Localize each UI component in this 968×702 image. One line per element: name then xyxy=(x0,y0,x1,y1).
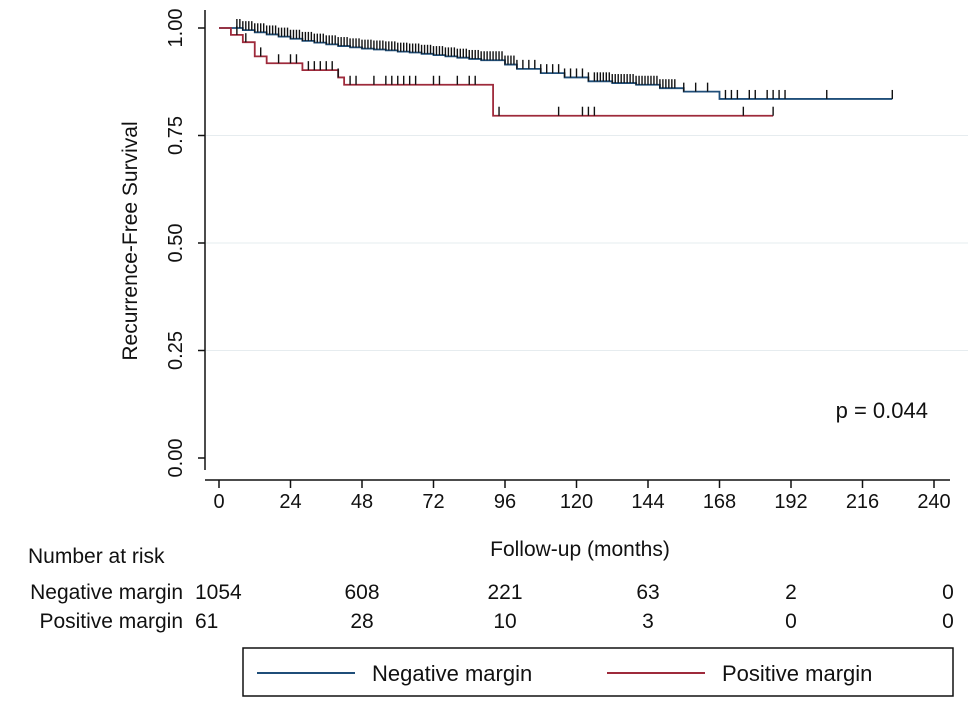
risk-value-negative: 1054 xyxy=(195,581,242,604)
risk-value-positive: 0 xyxy=(942,610,954,633)
x-tick-label: 192 xyxy=(774,491,807,513)
x-tick-label: 0 xyxy=(213,491,224,513)
risk-value-negative: 0 xyxy=(942,581,954,604)
risk-value-positive: 3 xyxy=(642,610,654,633)
y-tick-label: 1.00 xyxy=(165,9,187,48)
risk-table-title: Number at risk xyxy=(28,545,165,568)
risk-value-negative: 63 xyxy=(636,581,659,604)
legend-box xyxy=(242,647,954,697)
x-tick-label: 72 xyxy=(422,491,444,513)
x-tick-label: 144 xyxy=(631,491,664,513)
legend-label-negative: Negative margin xyxy=(372,661,532,686)
axes xyxy=(204,10,950,481)
risk-row-label-positive: Positive margin xyxy=(39,610,183,633)
y-axis-title: Recurrence-Free Survival xyxy=(119,121,142,360)
x-tick-label: 24 xyxy=(279,491,301,513)
p-value-annotation: p = 0.044 xyxy=(836,398,928,423)
risk-value-positive: 10 xyxy=(493,610,516,633)
x-tick-label: 120 xyxy=(560,491,593,513)
risk-row-label-negative: Negative margin xyxy=(30,581,183,604)
x-tick-label: 96 xyxy=(494,491,516,513)
risk-value-negative: 608 xyxy=(344,581,379,604)
plot-area xyxy=(206,0,968,482)
x-tick-label: 216 xyxy=(846,491,879,513)
y-ticks: 0.00 0.25 0.50 0.75 1.00 xyxy=(165,9,205,478)
y-tick-label: 0.00 xyxy=(165,439,187,478)
risk-value-negative: 2 xyxy=(785,581,797,604)
x-tick-label: 240 xyxy=(917,491,950,513)
risk-value-positive: 28 xyxy=(350,610,373,633)
y-tick-label: 0.75 xyxy=(165,116,187,155)
risk-value-negative: 221 xyxy=(487,581,522,604)
y-tick-label: 0.25 xyxy=(165,331,187,370)
legend: Negative margin Positive margin xyxy=(242,647,954,697)
positive-margin-curve xyxy=(219,27,774,117)
risk-value-positive: 61 xyxy=(195,610,218,633)
x-tick-label: 168 xyxy=(703,491,736,513)
x-tick-label: 48 xyxy=(351,491,373,513)
grid-lines xyxy=(206,135,968,351)
risk-value-positive: 0 xyxy=(785,610,797,633)
x-axis-title: Follow-up (months) xyxy=(490,538,670,561)
y-tick-label: 0.50 xyxy=(165,224,187,263)
legend-label-positive: Positive margin xyxy=(722,661,872,686)
x-ticks: 0 24 48 72 96 120 144 168 192 216 240 xyxy=(213,480,951,513)
censor-marks xyxy=(236,19,893,116)
risk-table: Number at risk Negative margin Positive … xyxy=(28,545,954,633)
